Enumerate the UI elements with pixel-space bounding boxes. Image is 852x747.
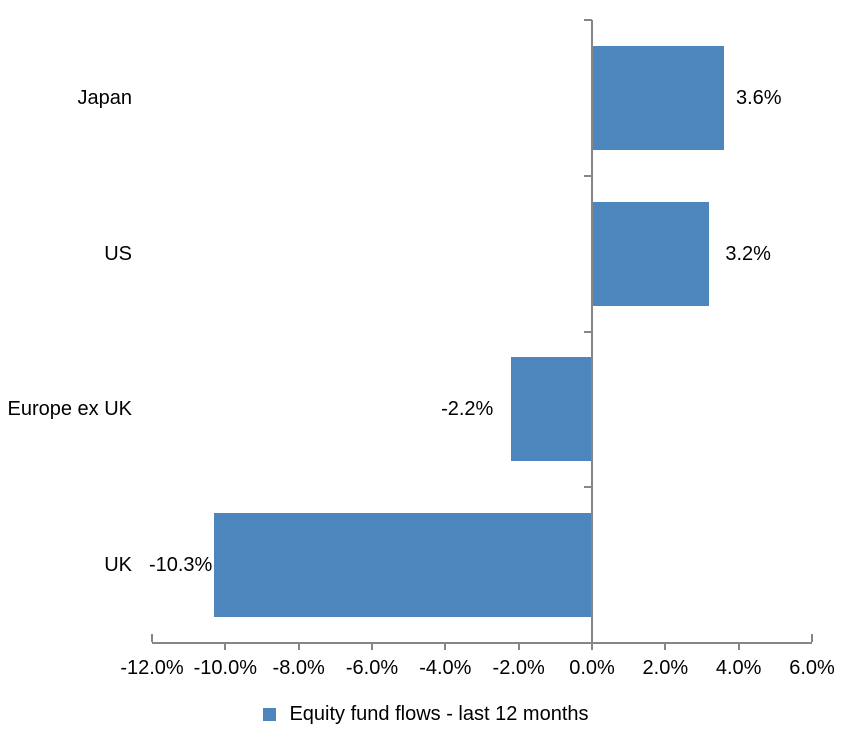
- category-label: UK: [104, 554, 132, 577]
- x-tick-label: -4.0%: [419, 657, 472, 679]
- x-tick-label: -6.0%: [345, 657, 399, 679]
- x-tick: [664, 644, 667, 650]
- x-tick-label: 4.0%: [715, 657, 762, 679]
- legend-label: Equity fund flows - last 12 months: [289, 702, 589, 725]
- y-tick: [584, 19, 592, 21]
- x-tick: [517, 644, 520, 650]
- bar-data-label: 3.2%: [725, 242, 771, 265]
- x-tick: [737, 644, 740, 650]
- x-axis-end-cap: [151, 634, 153, 642]
- x-axis-end-cap: [811, 634, 813, 642]
- x-tick-label: 2.0%: [642, 657, 689, 679]
- y-tick: [584, 174, 592, 177]
- x-tick: [371, 644, 373, 650]
- x-tick-label: -8.0%: [272, 657, 325, 679]
- bar-europe-ex-uk: [511, 357, 592, 462]
- y-tick: [584, 486, 592, 489]
- x-tick: [224, 644, 227, 650]
- bar-uk: [214, 513, 592, 618]
- bar-data-label: -10.3%: [148, 554, 213, 577]
- legend-marker-square: [263, 707, 277, 721]
- x-tick: [297, 644, 300, 650]
- bar-data-label: 3.6%: [736, 86, 782, 109]
- x-tick-label: -10.0%: [193, 657, 258, 679]
- bar-us: [592, 201, 710, 306]
- zero-axis-line: [591, 20, 593, 650]
- bar-data-label: -2.2%: [441, 398, 494, 421]
- category-label: US: [104, 242, 132, 265]
- category-label: Japan: [77, 86, 133, 109]
- x-tick-label: -2.0%: [492, 657, 545, 679]
- x-tick-label: 6.0%: [789, 657, 835, 679]
- category-label: Europe ex UK: [7, 398, 132, 421]
- y-tick: [584, 642, 592, 644]
- bar-japan: [592, 45, 724, 150]
- x-tick: [444, 644, 447, 650]
- x-axis-line: [152, 642, 812, 644]
- x-tick-label: -12.0%: [120, 657, 184, 679]
- y-tick: [584, 330, 592, 333]
- x-tick-label: 0.0%: [569, 657, 615, 679]
- legend: Equity fund flows - last 12 months: [0, 700, 852, 728]
